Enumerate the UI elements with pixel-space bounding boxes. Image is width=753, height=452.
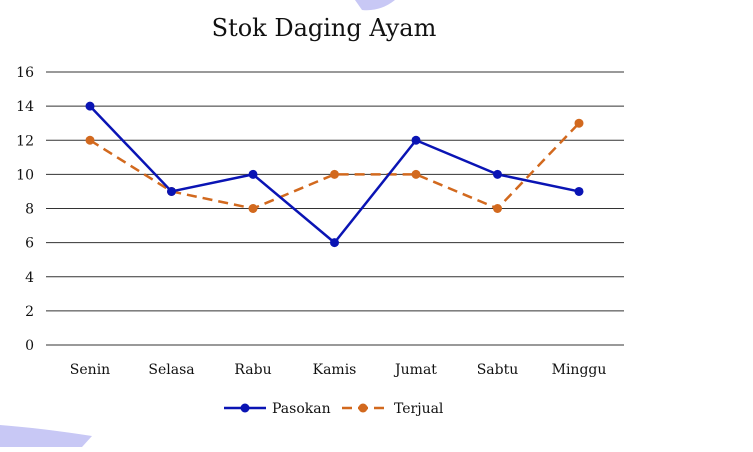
data-point-pasokan (167, 186, 176, 196)
gridlines (46, 71, 624, 346)
x-axis-ticks: Senin Selasa Rabu Kamis Jumat Sabtu Minggu (70, 362, 607, 378)
series (85, 101, 584, 248)
y-tick-label: 16 (16, 65, 34, 81)
x-tick-label: Sabtu (477, 362, 519, 378)
data-point-terjual (248, 204, 258, 213)
y-tick-label: 4 (25, 270, 34, 286)
y-tick-label: 10 (16, 167, 34, 183)
x-tick-label: Senin (70, 362, 110, 378)
x-tick-label: Rabu (234, 362, 271, 378)
y-tick-label: 6 (25, 236, 34, 252)
y-tick-label: 0 (25, 338, 34, 354)
x-tick-label: Selasa (148, 362, 194, 378)
y-tick-label: 2 (25, 304, 34, 320)
legend: Pasokan Terjual (224, 401, 444, 417)
data-point-terjual (330, 169, 339, 179)
data-point-pasokan (330, 238, 339, 248)
legend-label: Terjual (394, 401, 444, 417)
y-axis-ticks: 0 2 4 6 8 10 12 14 16 (16, 65, 34, 354)
legend-label: Pasokan (272, 401, 331, 417)
legend-swatch-marker (240, 403, 250, 413)
data-point-pasokan (85, 101, 95, 111)
data-point-terjual (85, 135, 95, 145)
data-point-pasokan (493, 169, 502, 179)
x-tick-label: Kamis (313, 362, 357, 378)
y-tick-label: 14 (16, 99, 34, 115)
data-point-terjual (493, 204, 502, 213)
y-tick-label: 8 (25, 202, 34, 218)
x-tick-label: Jumat (393, 362, 437, 378)
legend-swatch-marker (358, 403, 368, 413)
data-point-pasokan (411, 135, 421, 145)
series-line-terjual (89, 122, 580, 210)
x-tick-label: Minggu (552, 362, 607, 378)
data-point-terjual (574, 118, 584, 128)
data-point-pasokan (574, 186, 584, 196)
decorative-swoosh-top (355, 0, 395, 11)
data-point-terjual (411, 169, 421, 179)
data-point-pasokan (248, 169, 258, 179)
decorative-swoosh-bottom (0, 425, 92, 447)
y-tick-label: 12 (16, 133, 34, 149)
chart-title: Stok Daging Ayam (212, 14, 437, 42)
